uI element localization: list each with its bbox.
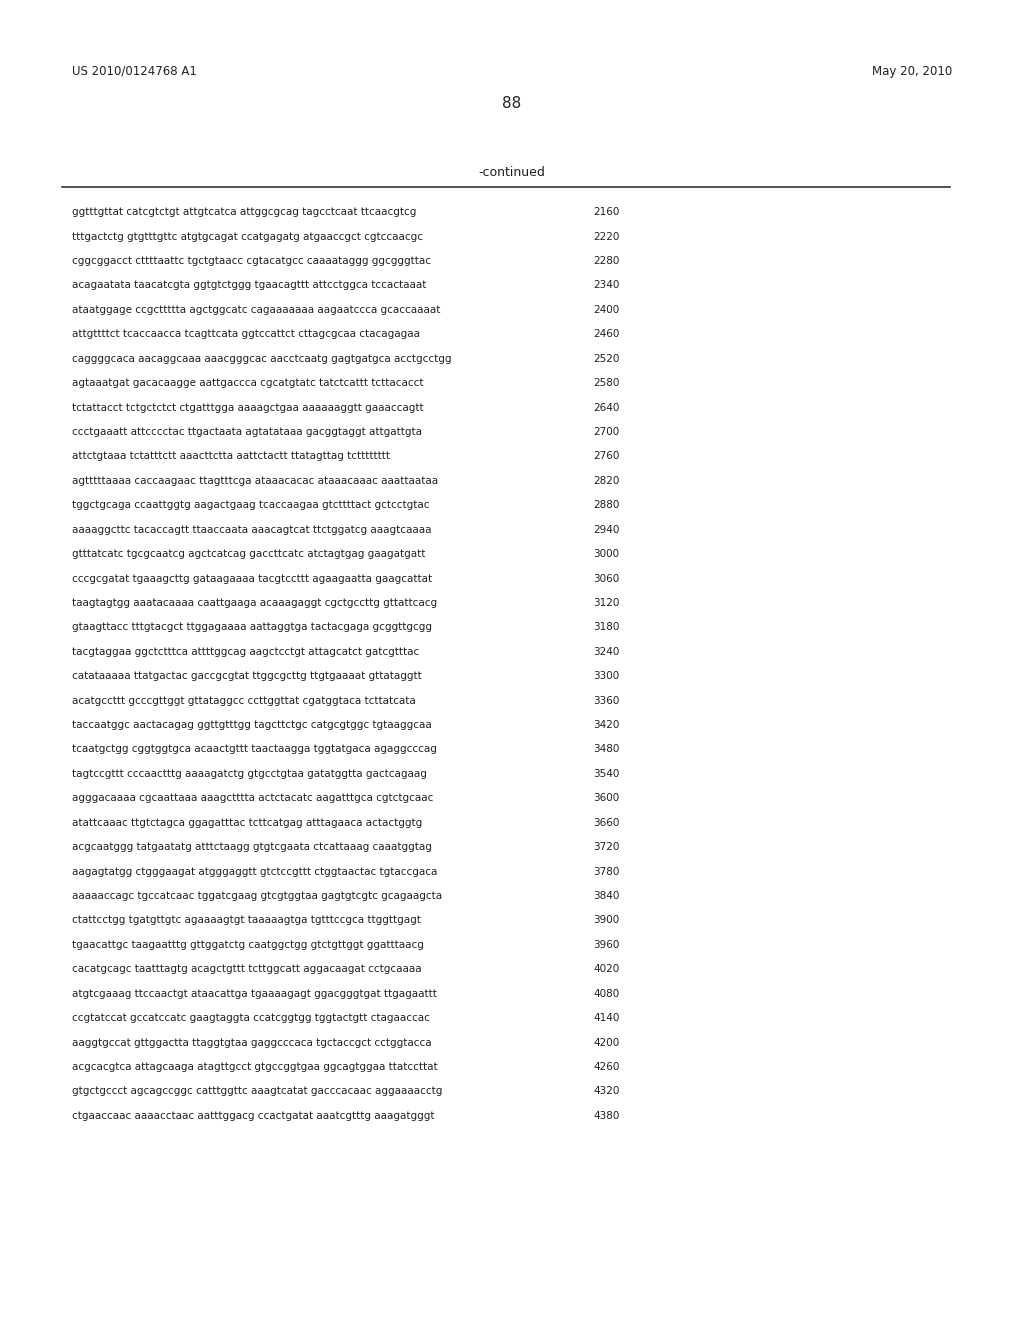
Text: -continued: -continued xyxy=(478,166,546,180)
Text: 2640: 2640 xyxy=(593,403,620,413)
Text: 3000: 3000 xyxy=(593,549,620,560)
Text: 4020: 4020 xyxy=(593,964,620,974)
Text: 3540: 3540 xyxy=(593,768,620,779)
Text: gtttatcatc tgcgcaatcg agctcatcag gaccttcatc atctagtgag gaagatgatt: gtttatcatc tgcgcaatcg agctcatcag gaccttc… xyxy=(72,549,425,560)
Text: 4320: 4320 xyxy=(593,1086,620,1097)
Text: 2700: 2700 xyxy=(593,428,620,437)
Text: atattcaaac ttgtctagca ggagatttac tcttcatgag atttagaaca actactggtg: atattcaaac ttgtctagca ggagatttac tcttcat… xyxy=(72,817,422,828)
Text: 4260: 4260 xyxy=(593,1061,620,1072)
Text: 2460: 2460 xyxy=(593,330,620,339)
Text: 3360: 3360 xyxy=(593,696,620,706)
Text: aaggtgccat gttggactta ttaggtgtaa gaggcccaca tgctaccgct cctggtacca: aaggtgccat gttggactta ttaggtgtaa gaggccc… xyxy=(72,1038,432,1048)
Text: aaaaggcttc tacaccagtt ttaaccaata aaacagtcat ttctggatcg aaagtcaaaa: aaaaggcttc tacaccagtt ttaaccaata aaacagt… xyxy=(72,525,431,535)
Text: 2400: 2400 xyxy=(593,305,620,315)
Text: 3120: 3120 xyxy=(593,598,620,609)
Text: 3660: 3660 xyxy=(593,817,620,828)
Text: taagtagtgg aaatacaaaa caattgaaga acaaagaggt cgctgccttg gttattcacg: taagtagtgg aaatacaaaa caattgaaga acaaaga… xyxy=(72,598,437,609)
Text: caggggcaca aacaggcaaa aaacgggcac aacctcaatg gagtgatgca acctgcctgg: caggggcaca aacaggcaaa aaacgggcac aacctca… xyxy=(72,354,452,364)
Text: 88: 88 xyxy=(503,96,521,111)
Text: cccgcgatat tgaaagcttg gataagaaaa tacgtccttt agaagaatta gaagcattat: cccgcgatat tgaaagcttg gataagaaaa tacgtcc… xyxy=(72,573,432,583)
Text: tttgactctg gtgtttgttc atgtgcagat ccatgagatg atgaaccgct cgtccaacgc: tttgactctg gtgtttgttc atgtgcagat ccatgag… xyxy=(72,232,423,242)
Text: attgttttct tcaccaacca tcagttcata ggtccattct cttagcgcaa ctacagagaa: attgttttct tcaccaacca tcagttcata ggtccat… xyxy=(72,330,420,339)
Text: aagagtatgg ctgggaagat atgggaggtt gtctccgttt ctggtaactac tgtaccgaca: aagagtatgg ctgggaagat atgggaggtt gtctccg… xyxy=(72,866,437,876)
Text: 3180: 3180 xyxy=(593,623,620,632)
Text: 2760: 2760 xyxy=(593,451,620,462)
Text: 3960: 3960 xyxy=(593,940,620,950)
Text: attctgtaaa tctatttctt aaacttctta aattctactt ttatagttag tctttttttt: attctgtaaa tctatttctt aaacttctta aattcta… xyxy=(72,451,390,462)
Text: tctattacct tctgctctct ctgatttgga aaaagctgaa aaaaaaggtt gaaaccagtt: tctattacct tctgctctct ctgatttgga aaaagct… xyxy=(72,403,424,413)
Text: 4380: 4380 xyxy=(593,1110,620,1121)
Text: agtaaatgat gacacaagge aattgaccca cgcatgtatc tatctcattt tcttacacct: agtaaatgat gacacaagge aattgaccca cgcatgt… xyxy=(72,379,424,388)
Text: 2340: 2340 xyxy=(593,281,620,290)
Text: 3300: 3300 xyxy=(593,671,620,681)
Text: agggacaaaa cgcaattaaa aaagctttta actctacatc aagatttgca cgtctgcaac: agggacaaaa cgcaattaaa aaagctttta actctac… xyxy=(72,793,433,804)
Text: 2220: 2220 xyxy=(593,232,620,242)
Text: acatgccttt gcccgttggt gttataggcc ccttggttat cgatggtaca tcttatcata: acatgccttt gcccgttggt gttataggcc ccttggt… xyxy=(72,696,416,706)
Text: atgtcgaaag ttccaactgt ataacattga tgaaaagagt ggacgggtgat ttgagaattt: atgtcgaaag ttccaactgt ataacattga tgaaaag… xyxy=(72,989,437,999)
Text: ctattcctgg tgatgttgtc agaaaagtgt taaaaagtga tgtttccgca ttggttgagt: ctattcctgg tgatgttgtc agaaaagtgt taaaaag… xyxy=(72,916,421,925)
Text: acgcaatggg tatgaatatg atttctaagg gtgtcgaata ctcattaaag caaatggtag: acgcaatggg tatgaatatg atttctaagg gtgtcga… xyxy=(72,842,432,853)
Text: acagaatata taacatcgta ggtgtctggg tgaacagttt attcctggca tccactaaat: acagaatata taacatcgta ggtgtctggg tgaacag… xyxy=(72,281,426,290)
Text: taccaatggc aactacagag ggttgtttgg tagcttctgc catgcgtggc tgtaaggcaa: taccaatggc aactacagag ggttgtttgg tagcttc… xyxy=(72,721,432,730)
Text: 3600: 3600 xyxy=(593,793,620,804)
Text: 2880: 2880 xyxy=(593,500,620,511)
Text: 2940: 2940 xyxy=(593,525,620,535)
Text: aaaaaccagc tgccatcaac tggatcgaag gtcgtggtaa gagtgtcgtc gcagaagcta: aaaaaccagc tgccatcaac tggatcgaag gtcgtgg… xyxy=(72,891,442,902)
Text: 3240: 3240 xyxy=(593,647,620,657)
Text: 2160: 2160 xyxy=(593,207,620,218)
Text: tggctgcaga ccaattggtg aagactgaag tcaccaagaa gtcttttact gctcctgtac: tggctgcaga ccaattggtg aagactgaag tcaccaa… xyxy=(72,500,429,511)
Text: tagtccgttt cccaactttg aaaagatctg gtgcctgtaa gatatggtta gactcagaag: tagtccgttt cccaactttg aaaagatctg gtgcctg… xyxy=(72,768,427,779)
Text: agtttttaaaa caccaagaac ttagtttcga ataaacacac ataaacaaac aaattaataa: agtttttaaaa caccaagaac ttagtttcga ataaac… xyxy=(72,477,438,486)
Text: 2280: 2280 xyxy=(593,256,620,267)
Text: 2580: 2580 xyxy=(593,379,620,388)
Text: 3720: 3720 xyxy=(593,842,620,853)
Text: tcaatgctgg cggtggtgca acaactgttt taactaagga tggtatgaca agaggcccag: tcaatgctgg cggtggtgca acaactgttt taactaa… xyxy=(72,744,437,755)
Text: tgaacattgc taagaatttg gttggatctg caatggctgg gtctgttggt ggatttaacg: tgaacattgc taagaatttg gttggatctg caatggc… xyxy=(72,940,424,950)
Text: 3420: 3420 xyxy=(593,721,620,730)
Text: ataatggage ccgcttttta agctggcatc cagaaaaaaa aagaatccca gcaccaaaat: ataatggage ccgcttttta agctggcatc cagaaaa… xyxy=(72,305,440,315)
Text: 3900: 3900 xyxy=(593,916,620,925)
Text: May 20, 2010: May 20, 2010 xyxy=(871,65,952,78)
Text: tacgtaggaa ggctctttca attttggcag aagctcctgt attagcatct gatcgtttac: tacgtaggaa ggctctttca attttggcag aagctcc… xyxy=(72,647,419,657)
Text: 2520: 2520 xyxy=(593,354,620,364)
Text: 4140: 4140 xyxy=(593,1014,620,1023)
Text: US 2010/0124768 A1: US 2010/0124768 A1 xyxy=(72,65,197,78)
Text: cggcggacct cttttaattc tgctgtaacc cgtacatgcc caaaataggg ggcgggttac: cggcggacct cttttaattc tgctgtaacc cgtacat… xyxy=(72,256,431,267)
Text: 3060: 3060 xyxy=(593,573,620,583)
Text: catataaaaa ttatgactac gaccgcgtat ttggcgcttg ttgtgaaaat gttataggtt: catataaaaa ttatgactac gaccgcgtat ttggcgc… xyxy=(72,671,422,681)
Text: 4080: 4080 xyxy=(593,989,620,999)
Text: 4200: 4200 xyxy=(593,1038,620,1048)
Text: ccctgaaatt attcccctac ttgactaata agtatataaa gacggtaggt attgattgta: ccctgaaatt attcccctac ttgactaata agtatat… xyxy=(72,428,422,437)
Text: 3780: 3780 xyxy=(593,866,620,876)
Text: acgcacgtca attagcaaga atagttgcct gtgccggtgaa ggcagtggaa ttatccttat: acgcacgtca attagcaaga atagttgcct gtgccgg… xyxy=(72,1061,437,1072)
Text: gtgctgccct agcagccggc catttggttc aaagtcatat gacccacaac aggaaaacctg: gtgctgccct agcagccggc catttggttc aaagtca… xyxy=(72,1086,442,1097)
Text: gtaagttacc tttgtacgct ttggagaaaa aattaggtga tactacgaga gcggttgcgg: gtaagttacc tttgtacgct ttggagaaaa aattagg… xyxy=(72,623,432,632)
Text: ggtttgttat catcgtctgt attgtcatca attggcgcag tagcctcaat ttcaacgtcg: ggtttgttat catcgtctgt attgtcatca attggcg… xyxy=(72,207,417,218)
Text: ctgaaccaac aaaacctaac aatttggacg ccactgatat aaatcgtttg aaagatgggt: ctgaaccaac aaaacctaac aatttggacg ccactga… xyxy=(72,1110,434,1121)
Text: 2820: 2820 xyxy=(593,477,620,486)
Text: ccgtatccat gccatccatc gaagtaggta ccatcggtgg tggtactgtt ctagaaccac: ccgtatccat gccatccatc gaagtaggta ccatcgg… xyxy=(72,1014,430,1023)
Text: cacatgcagc taatttagtg acagctgttt tcttggcatt aggacaagat cctgcaaaa: cacatgcagc taatttagtg acagctgttt tcttggc… xyxy=(72,964,422,974)
Text: 3480: 3480 xyxy=(593,744,620,755)
Text: 3840: 3840 xyxy=(593,891,620,902)
